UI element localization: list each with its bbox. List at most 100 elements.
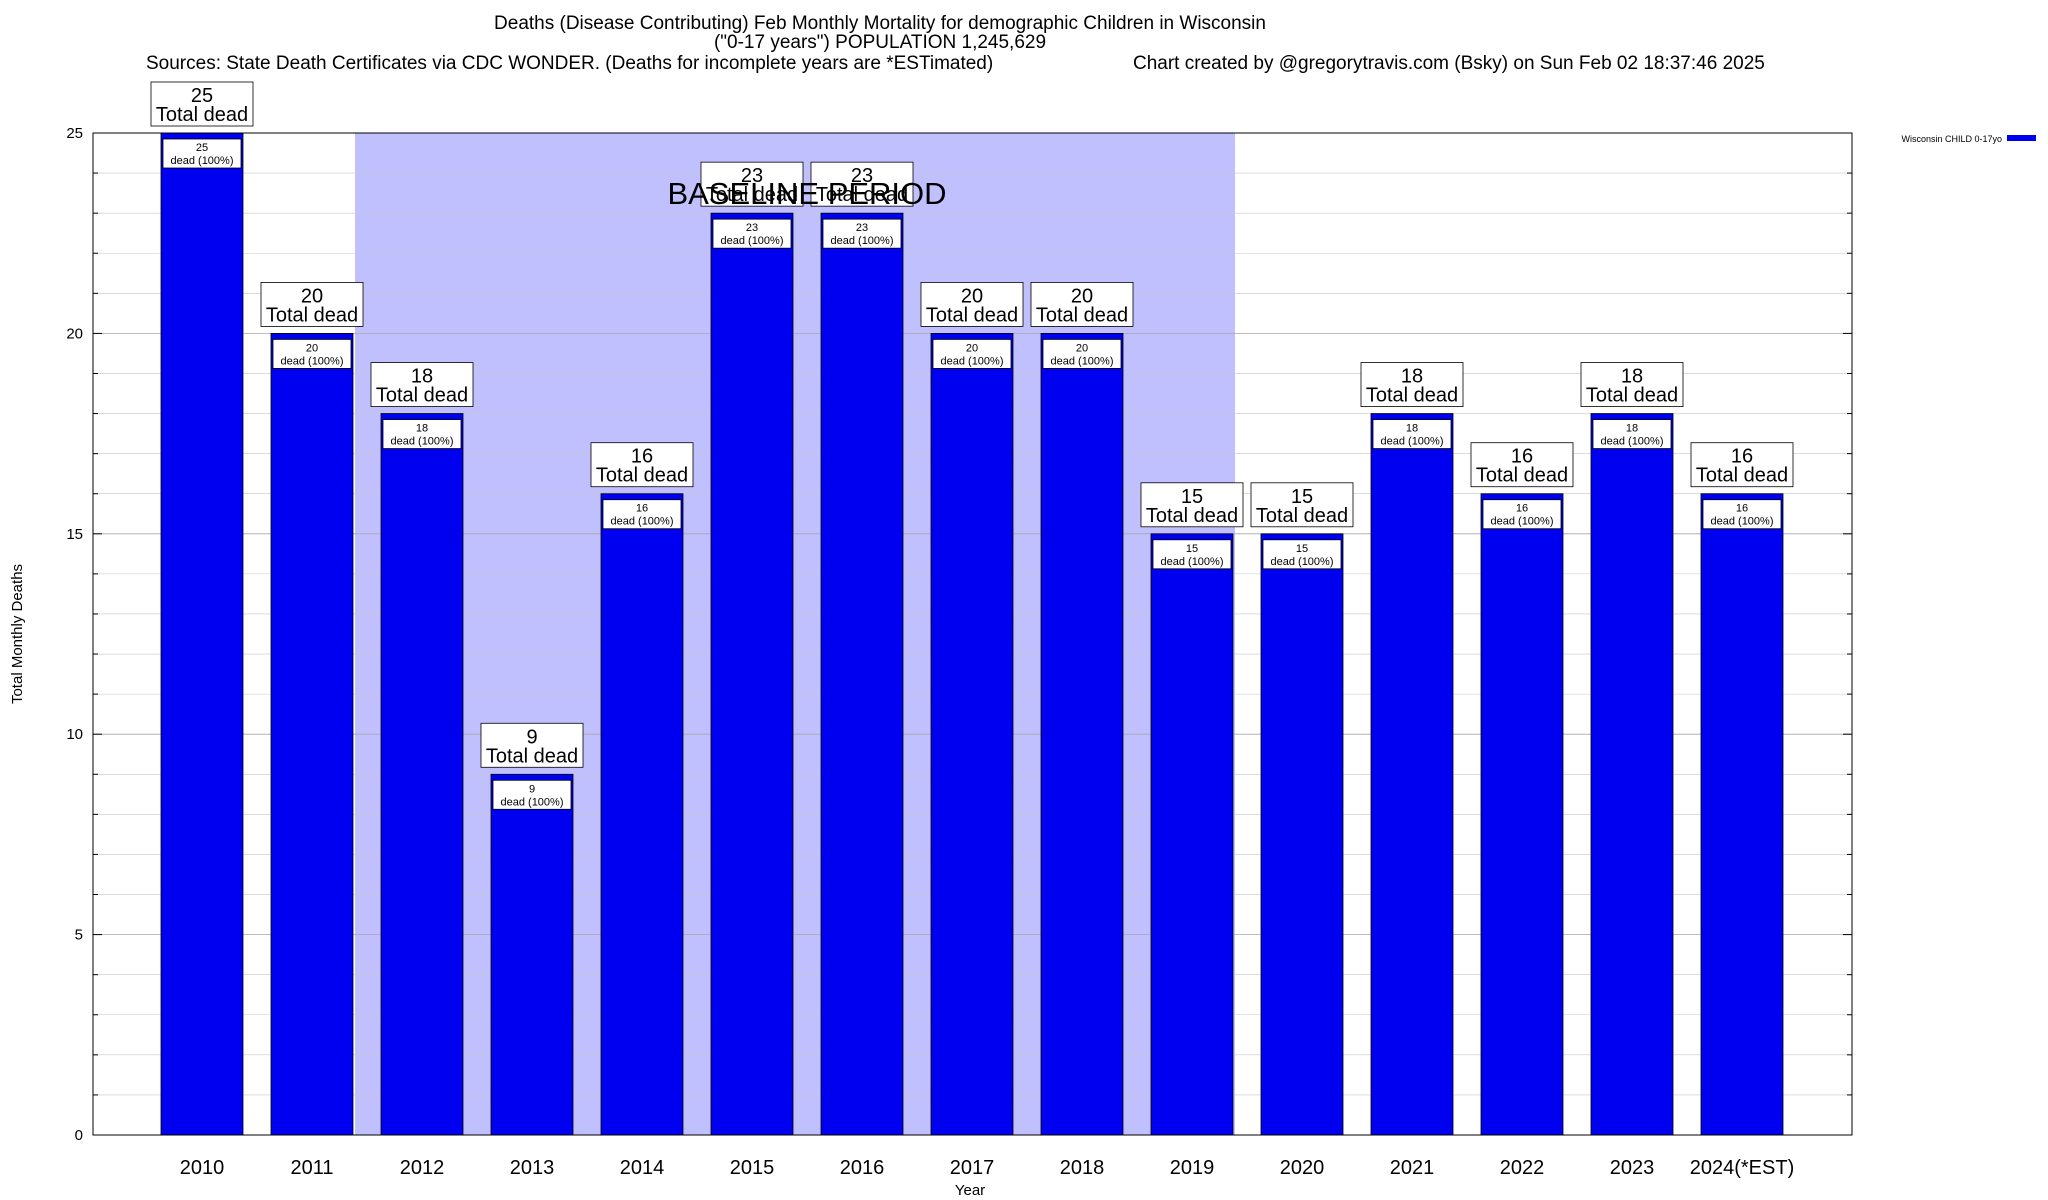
y-tick-label: 0	[75, 1127, 83, 1144]
x-tick-label: 2016	[840, 1157, 885, 1179]
total-value-label: 18	[411, 366, 433, 388]
x-tick-label: 2017	[950, 1157, 995, 1179]
bar	[820, 212, 904, 1136]
bar-share-percent: dead (100%)	[1381, 436, 1444, 448]
total-dead-label: Total dead	[926, 304, 1018, 326]
bar	[1370, 413, 1454, 1136]
bar	[490, 773, 574, 1136]
bar-share-percent: dead (100%)	[1271, 556, 1334, 568]
total-label-box	[480, 722, 584, 768]
bar-share-count: 16	[636, 503, 648, 515]
total-value-label: 16	[1511, 446, 1533, 468]
total-value-label: 23	[741, 165, 763, 187]
source-note: Sources: State Death Certificates via CD…	[146, 53, 994, 74]
bar-share-percent: dead (100%)	[1491, 516, 1554, 528]
bar-share-label-box	[1592, 419, 1672, 449]
bar-share-count: 18	[416, 423, 428, 435]
total-label-box	[1690, 442, 1794, 488]
x-tick-label: 2010	[180, 1157, 225, 1179]
total-dead-label: Total dead	[1146, 505, 1238, 527]
total-value-label: 18	[1401, 366, 1423, 388]
bar-share-count: 15	[1186, 543, 1198, 555]
bar	[1480, 493, 1564, 1136]
total-value-label: 20	[1071, 285, 1093, 307]
bar-share-label-box	[382, 419, 462, 449]
bar	[1260, 533, 1344, 1136]
bar-share-label-box	[272, 338, 352, 369]
bar-share-percent: dead (100%)	[941, 355, 1004, 367]
total-label-box	[370, 362, 474, 407]
x-tick-label: 2022	[1500, 1157, 1545, 1179]
bar-share-label-box	[822, 218, 902, 249]
bar-share-count: 16	[1736, 503, 1748, 515]
credit-note: Chart created by @gregorytravis.com (Bsk…	[1133, 53, 1765, 74]
bar-share-count: 20	[1076, 342, 1088, 354]
x-axis-label: Year	[955, 1182, 985, 1199]
y-axis-label: Total Monthly Deaths	[9, 564, 26, 704]
x-tick-label: 2011	[290, 1157, 333, 1179]
bar-share-percent: dead (100%)	[831, 235, 894, 247]
bar-share-label-box	[1482, 499, 1562, 530]
total-dead-label: Total dead	[1366, 385, 1458, 407]
x-tick-label: 2020	[1280, 1157, 1325, 1179]
total-value-label: 18	[1621, 366, 1643, 388]
total-dead-label: Total dead	[1476, 465, 1568, 487]
bar-share-count: 23	[746, 222, 758, 234]
total-label-box	[1140, 482, 1244, 528]
bar	[930, 332, 1014, 1136]
chart-subtitle: ("0-17 years") POPULATION 1,245,629	[713, 32, 1047, 53]
bar-share-label-box	[1372, 419, 1452, 449]
total-dead-label: Total dead	[156, 104, 248, 126]
y-tick-label: 15	[66, 526, 83, 543]
bar-share-percent: dead (100%)	[171, 155, 234, 167]
total-dead-label: Total dead	[266, 304, 358, 326]
bar-share-label-box	[492, 779, 572, 810]
bar-share-count: 25	[196, 142, 208, 154]
total-label-box	[1360, 362, 1464, 407]
bar-share-count: 23	[856, 222, 868, 234]
y-tick-label: 10	[66, 726, 83, 743]
bar	[1150, 533, 1234, 1136]
total-value-label: 16	[631, 446, 653, 468]
total-value-label: 15	[1291, 486, 1313, 508]
total-label-box	[700, 161, 804, 207]
total-dead-label: Total dead	[706, 184, 798, 206]
total-dead-label: Total dead	[816, 184, 908, 206]
x-tick-label: 2024(*EST)	[1690, 1157, 1795, 1179]
bar-share-percent: dead (100%)	[281, 355, 344, 367]
baseline-period-label: BASELINE PERIOD	[667, 176, 946, 211]
bar	[380, 413, 464, 1136]
total-dead-label: Total dead	[1586, 385, 1678, 407]
total-label-box	[920, 281, 1024, 327]
chart-title: Deaths (Disease Contributing) Feb Monthl…	[494, 13, 1266, 34]
bar-share-percent: dead (100%)	[611, 516, 674, 528]
total-label-box	[1470, 442, 1574, 488]
legend-swatch	[2007, 135, 2036, 141]
x-tick-label: 2013	[510, 1157, 555, 1179]
bar	[1700, 493, 1784, 1136]
total-value-label: 16	[1731, 446, 1753, 468]
bar-share-count: 16	[1516, 503, 1528, 515]
total-label-box	[590, 442, 694, 488]
total-label-box	[1580, 362, 1684, 407]
bar-share-percent: dead (100%)	[391, 436, 454, 448]
bar-share-count: 18	[1626, 423, 1638, 435]
bar-share-label-box	[932, 338, 1012, 369]
bar-share-percent: dead (100%)	[1051, 355, 1114, 367]
x-tick-label: 2019	[1170, 1157, 1215, 1179]
total-value-label: 23	[851, 165, 873, 187]
bar-share-count: 18	[1406, 423, 1418, 435]
bar-share-label-box	[1042, 338, 1122, 369]
bar-share-percent: dead (100%)	[1601, 436, 1664, 448]
y-tick-label: 5	[75, 927, 83, 944]
total-label-box	[810, 161, 914, 207]
total-dead-label: Total dead	[1696, 465, 1788, 487]
bar	[710, 212, 794, 1136]
bar-share-percent: dead (100%)	[1161, 556, 1224, 568]
total-label-box	[1250, 482, 1354, 528]
bar-share-label-box	[162, 138, 242, 169]
total-label-box	[1030, 281, 1134, 327]
total-label-box	[150, 81, 254, 127]
y-tick-label: 25	[66, 125, 83, 142]
